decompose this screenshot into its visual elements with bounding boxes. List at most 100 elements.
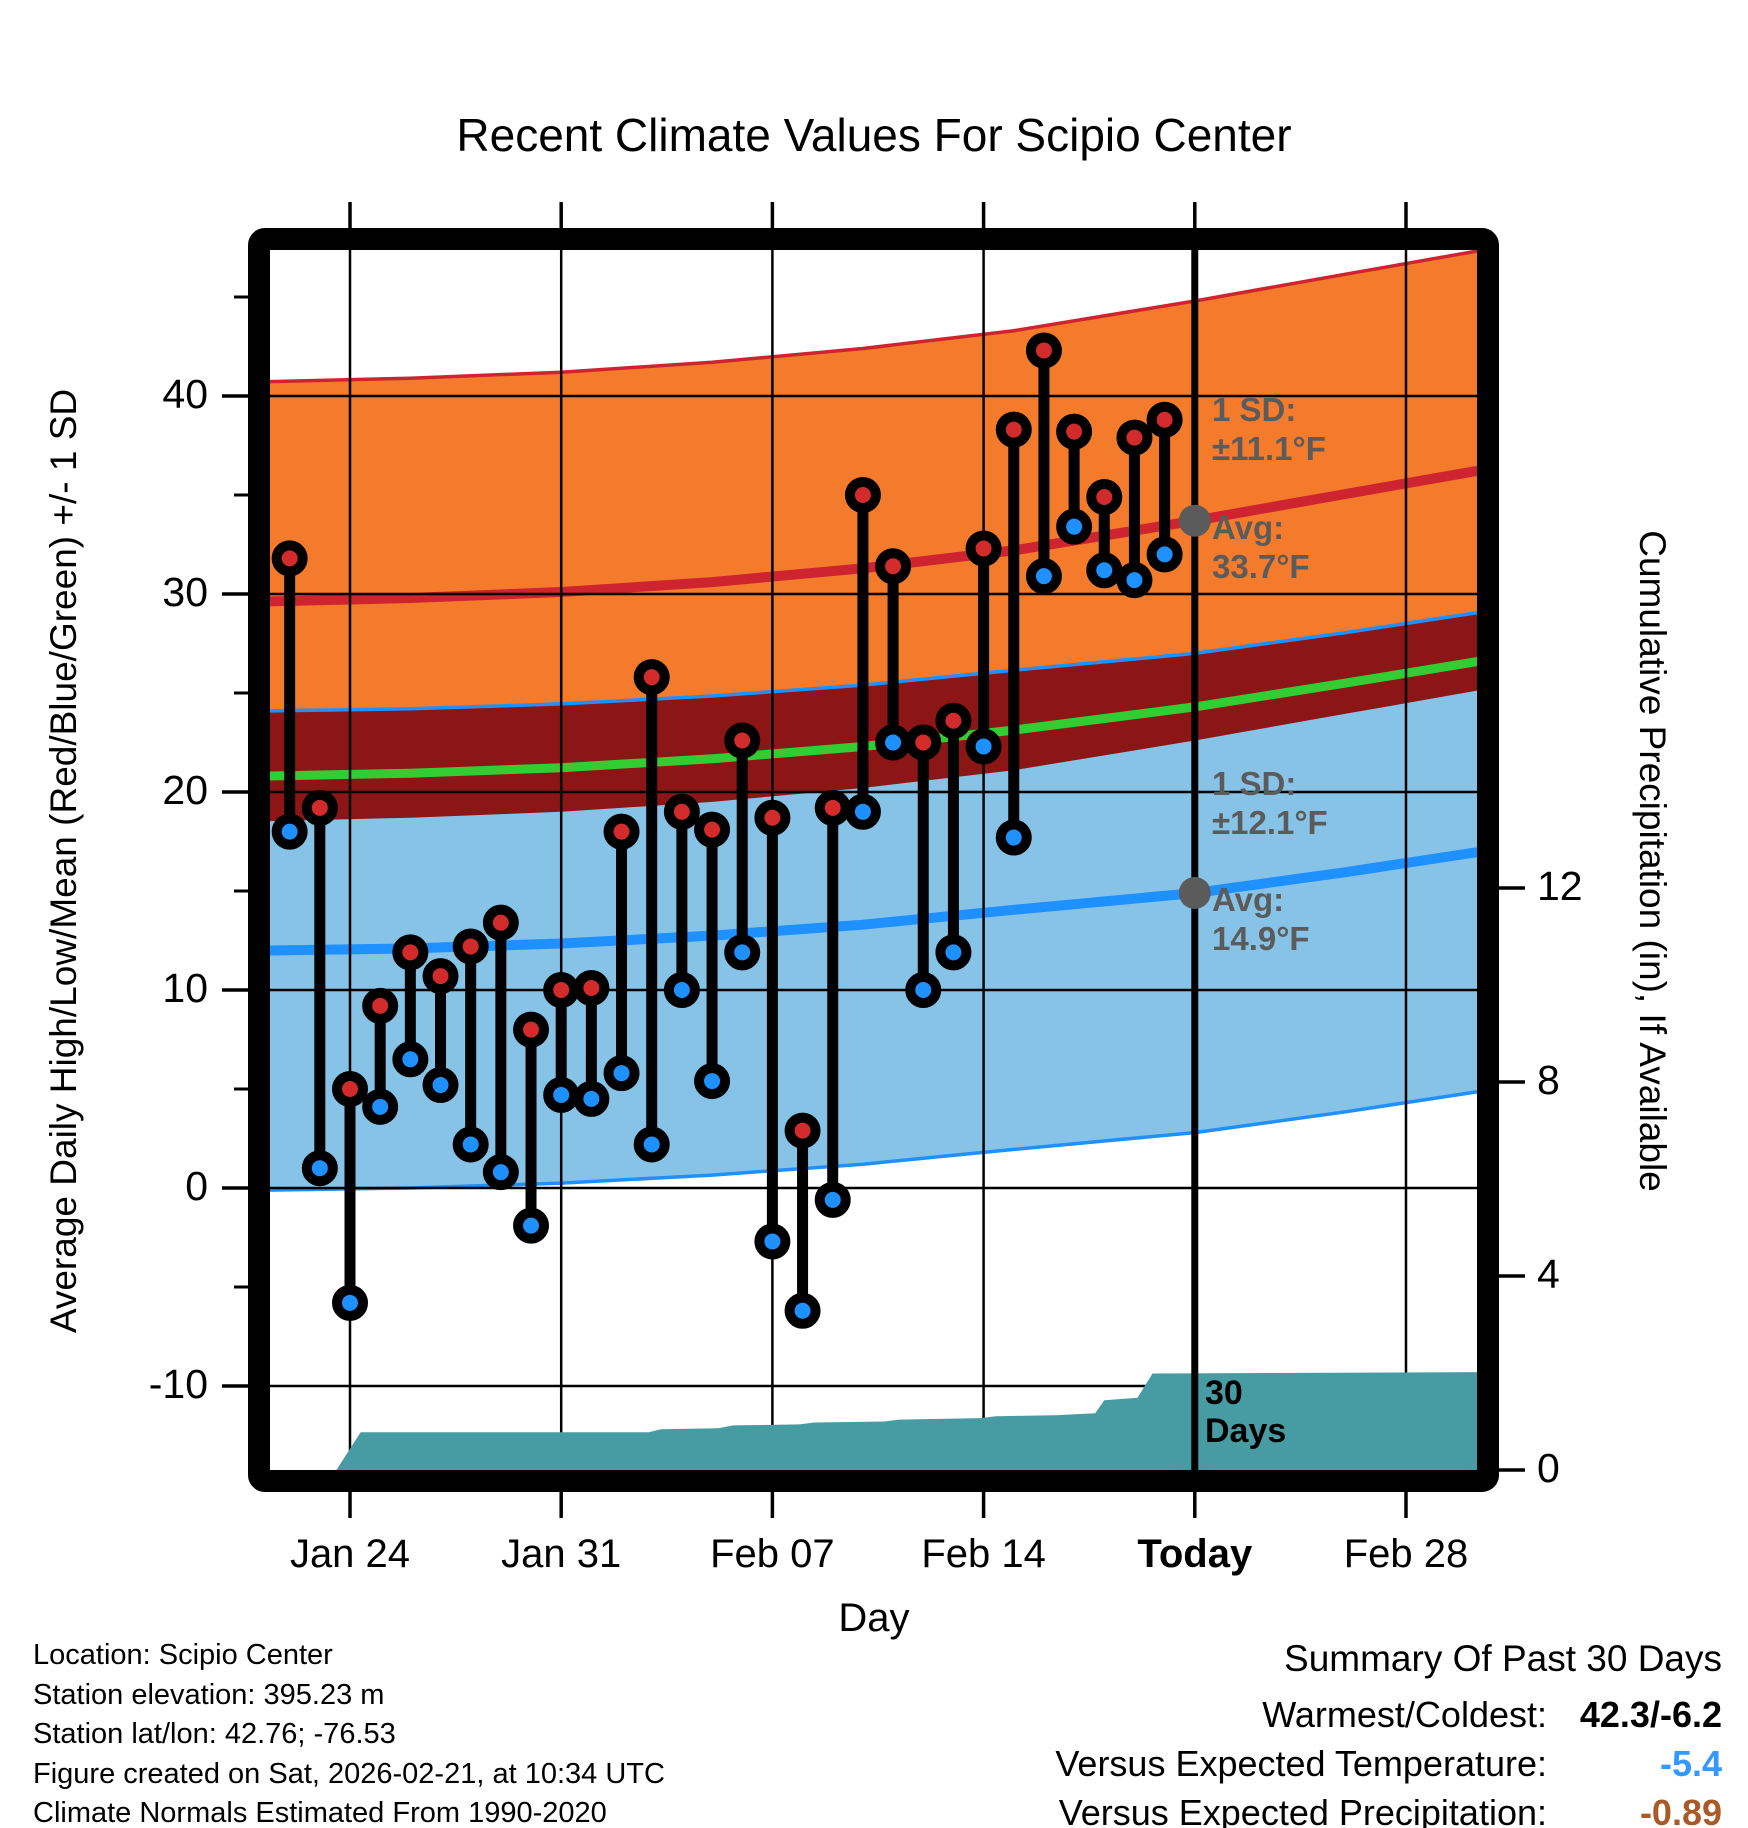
daily-high-marker [1056, 413, 1093, 450]
daily-high-marker [392, 934, 429, 971]
daily-low-marker [905, 972, 942, 1008]
daily-low-marker [301, 1150, 338, 1187]
daily-high-marker [1086, 478, 1123, 515]
daily-low-marker [784, 1292, 821, 1329]
y-left-tick-label: -10 [148, 1361, 208, 1407]
y-right-tick-label: 4 [1537, 1251, 1560, 1297]
climate-normals-note: Climate Normals Estimated From 1990-2020 [33, 1797, 607, 1828]
daily-low-marker [965, 728, 1002, 765]
summary-row-vs-temperature: Versus Expected Temperature: -5.4 [1055, 1739, 1722, 1788]
x-tick-label: Feb 14 [921, 1532, 1046, 1576]
daily-high-marker [814, 789, 851, 826]
daily-high-marker [271, 540, 308, 577]
daily-low-marker [543, 1076, 580, 1113]
daily-high-marker [995, 411, 1032, 448]
daily-high-marker [694, 811, 731, 848]
x-tick-label: Today [1137, 1532, 1253, 1576]
summary-block: Summary Of Past 30 Days Warmest/Coldest:… [1055, 1638, 1722, 1828]
summary-label: Versus Expected Precipitation: [1058, 1792, 1547, 1828]
thirty-days-line1: 30 [1205, 1374, 1243, 1412]
summary-row-warmest-coldest: Warmest/Coldest: 42.3/-6.2 [1055, 1690, 1722, 1739]
daily-high-marker [543, 972, 580, 1008]
y-left-tick-label: 20 [162, 767, 208, 813]
x-tick-label: Jan 31 [501, 1532, 622, 1576]
high-band-upper-edge [270, 250, 1477, 384]
x-tick-label: Feb 07 [710, 1532, 835, 1576]
daily-high-marker [422, 958, 459, 995]
axis-ticks [222, 202, 1525, 1518]
daily-high-marker [301, 789, 338, 826]
low-band-sd-annotation: 1 SD: ±12.1°F [1212, 764, 1328, 842]
daily-high-marker [513, 1011, 550, 1048]
daily-low-marker [724, 934, 761, 971]
daily-high-marker [332, 1071, 368, 1107]
high-band-avg-value: 33.7°F [1212, 548, 1310, 585]
daily-low-marker [875, 724, 912, 761]
high-band-sd-annotation: 1 SD: ±11.1°F [1212, 390, 1326, 468]
daily-low-marker [663, 972, 700, 1008]
daily-low-marker [1025, 558, 1062, 595]
daily-low-marker [935, 934, 972, 971]
daily-low-marker [1146, 536, 1183, 573]
daily-high-marker [965, 530, 1002, 567]
chart-title: Recent Climate Values For Scipio Center [456, 109, 1292, 161]
low-band-lower-edge [270, 1090, 1477, 1192]
station-elevation: Station elevation: 395.23 m [33, 1678, 385, 1711]
summary-value: 42.3/-6.2 [1579, 1694, 1722, 1735]
today-avg-high-dot [1178, 504, 1211, 537]
daily-low-marker [814, 1181, 851, 1218]
daily-high-marker [362, 987, 399, 1024]
low-band-avg-value: 14.9°F [1212, 920, 1310, 957]
daily-low-marker [1116, 562, 1153, 599]
station-info: Location: Scipio Center Station elevatio… [33, 1636, 665, 1828]
daily-high-marker [905, 724, 942, 761]
y-left-tick-label: 40 [162, 371, 208, 417]
daily-high-marker [663, 793, 700, 830]
daily-low-marker [633, 1126, 670, 1163]
y-left-tick-label: 30 [162, 569, 208, 615]
daily-low-marker [362, 1088, 399, 1125]
daily-high-marker [754, 799, 791, 836]
low-band-avg-annotation: Avg: 14.9°F [1212, 880, 1310, 958]
y-left-tick-label: 0 [185, 1163, 208, 1209]
y-right-tick-label: 8 [1537, 1057, 1560, 1103]
y-axis-left-label: Average Daily High/Low/Mean (Red/Blue/Gr… [43, 388, 84, 1334]
low-band-avg-label: Avg: [1212, 881, 1285, 918]
daily-low-marker [332, 1284, 368, 1321]
daily-low-marker [754, 1223, 791, 1260]
daily-low-marker [513, 1207, 550, 1244]
high-band-avg-annotation: Avg: 33.7°F [1212, 508, 1310, 586]
daily-low-marker [392, 1041, 429, 1078]
station-latlon: Station lat/lon: 42.76; -76.53 [33, 1718, 396, 1750]
x-axis-label: Day [838, 1596, 910, 1640]
cumulative-precip-area [270, 1372, 1477, 1470]
daily-low-marker [694, 1063, 731, 1100]
thirty-days-line2: Days [1205, 1412, 1287, 1450]
daily-high-marker [633, 659, 670, 696]
daily-high-marker [573, 970, 610, 1007]
high-band-sd-value: ±11.1°F [1212, 430, 1326, 467]
daily-low-marker [271, 813, 308, 850]
daily-high-marker [784, 1112, 821, 1149]
daily-high-marker [482, 904, 519, 941]
summary-value: -0.89 [1639, 1792, 1722, 1828]
daily-low-marker [422, 1067, 459, 1104]
summary-row-vs-precipitation: Versus Expected Precipitation: -0.89 [1055, 1788, 1722, 1828]
y-right-tick-label: 0 [1537, 1445, 1560, 1491]
daily-high-marker [1025, 332, 1062, 369]
y-left-tick-label: 10 [162, 965, 208, 1011]
daily-range-stems [271, 332, 1183, 1329]
daily-low-marker [844, 793, 881, 830]
daily-high-marker [724, 722, 761, 759]
daily-high-marker [1146, 401, 1183, 438]
summary-value: -5.4 [1659, 1743, 1722, 1784]
plot-interior [270, 250, 1477, 1192]
thirty-days-annotation: 30 Days [1205, 1374, 1286, 1450]
daily-low-marker [452, 1126, 489, 1163]
today-avg-low-dot [1178, 876, 1211, 909]
low-band-sd-value: ±12.1°F [1212, 804, 1328, 841]
daily-high-marker [935, 702, 972, 739]
daily-high-marker [1116, 419, 1153, 456]
